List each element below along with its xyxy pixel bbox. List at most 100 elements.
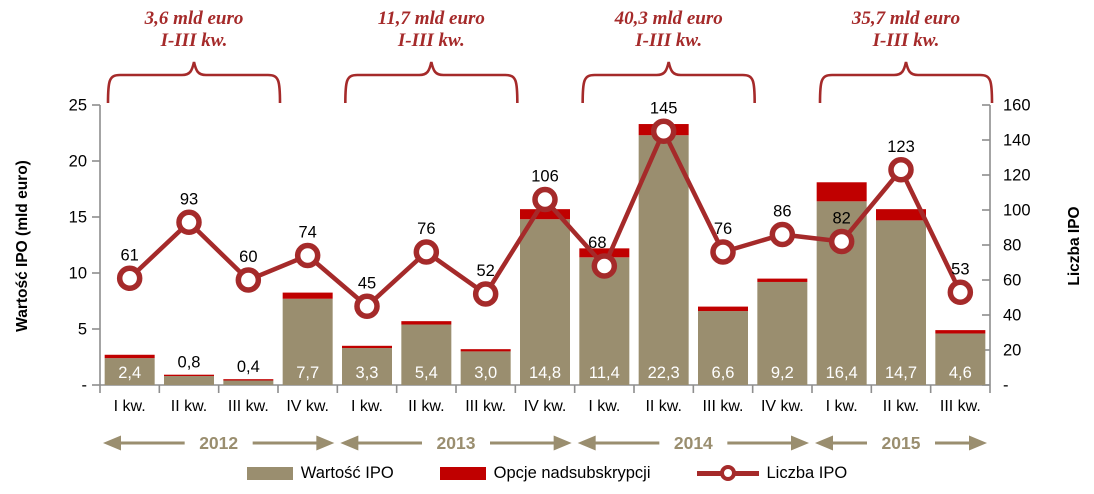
bar-wartosc-ipo (401, 324, 452, 385)
left-axis-tick-label: 10 (69, 265, 87, 283)
bar-value-label: 9,2 (771, 364, 794, 382)
line-value-label: 61 (120, 246, 138, 264)
bar-value-label: 16,4 (826, 364, 858, 382)
line-point-marker-icon (532, 186, 558, 213)
year-label: 2015 (882, 433, 921, 453)
bar-wartosc-ipo (460, 351, 511, 385)
line-value-label: 45 (358, 274, 376, 292)
x-tick-label: IV kw. (286, 398, 329, 415)
bar-wartosc-ipo (935, 333, 986, 385)
line-point-marker-icon (413, 239, 440, 265)
year-label: 2013 (437, 433, 476, 453)
bar-value-label: 6,6 (712, 364, 735, 382)
bar-wartosc-ipo (638, 135, 689, 385)
year-arrow-left-icon (340, 435, 359, 451)
bar-value-label: 2,4 (118, 364, 141, 382)
x-tick-label: II kw. (171, 398, 207, 415)
line-point-marker-icon (472, 281, 499, 307)
legend-label-liczba: Liczba IPO (766, 463, 848, 482)
bar-value-label: 3,0 (474, 364, 497, 382)
line-point-marker-icon (354, 293, 380, 319)
right-axis-tick-label: 120 (1003, 167, 1031, 185)
annotation-brace-icon (344, 61, 519, 104)
x-tick-label: I kw. (588, 398, 620, 415)
bar-value-label: 11,4 (589, 364, 620, 382)
bar-segment-opcje-nadsubskrypcji (104, 354, 155, 359)
line-value-label: 68 (588, 234, 606, 252)
bar-wartosc-ipo (104, 358, 155, 385)
x-tick-label: II kw. (645, 398, 681, 415)
left-axis-tick-label: 20 (69, 153, 87, 171)
x-tick-label: IV kw. (761, 398, 804, 415)
line-value-label: 82 (832, 210, 850, 228)
x-tick-label: I kw. (826, 398, 858, 415)
bar-segment-opcje-nadsubskrypcji (579, 248, 630, 258)
x-tick-label: III kw. (703, 398, 744, 415)
bar-value-label: 0,8 (178, 354, 201, 372)
annotation-period-label: I-III kw. (397, 30, 465, 51)
bar-segment-opcje-nadsubskrypcji (164, 374, 214, 377)
bar-value-label: 7,7 (296, 364, 319, 382)
bar-wartosc-ipo (282, 298, 333, 385)
line-value-label: 60 (239, 248, 257, 266)
annotation-period-label: I-III kw. (160, 30, 228, 51)
bar-value-label: 22,3 (648, 364, 680, 382)
bar-wartosc-ipo (520, 219, 570, 385)
annotation-period-label: I-III kw. (634, 30, 702, 51)
x-tick-label: I kw. (114, 398, 146, 415)
x-tick-label: II kw. (883, 398, 919, 415)
legend-swatch-overallotment-icon (439, 466, 486, 480)
year-arrow-right-icon (969, 435, 987, 451)
left-axis-tick-label: 15 (69, 209, 87, 227)
annotation-brace-icon (818, 61, 994, 104)
legend-item-wartosc: Wartość IPO (246, 464, 394, 483)
bar-segment-opcje-nadsubskrypcji (520, 209, 570, 220)
legend-item-opcje: Opcje nadsubskrypcji (439, 464, 651, 483)
line-value-label: 76 (714, 220, 732, 238)
left-axis-tick-label: 25 (69, 97, 87, 115)
right-axis-tick-label: 100 (1003, 202, 1031, 220)
right-axis-tick-label: 140 (1003, 132, 1031, 150)
bar-wartosc-ipo (757, 281, 808, 385)
bar-segment-opcje-nadsubskrypcji (757, 278, 808, 282)
x-tick-label: I kw. (351, 398, 383, 415)
bar-wartosc-ipo (342, 348, 392, 385)
line-value-label: 86 (773, 203, 791, 221)
left-axis-title: Wartość IPO (mld euro) (14, 160, 31, 332)
bar-value-label: 5,4 (415, 364, 438, 382)
bar-segment-opcje-nadsubskrypcji (876, 209, 926, 221)
year-label: 2014 (674, 433, 713, 453)
year-arrow-left-icon (103, 435, 121, 451)
bar-value-label: 14,7 (885, 364, 917, 382)
legend-circle-marker-icon (719, 465, 736, 481)
annotation-value-label: 40,3 mld euro (614, 8, 723, 29)
bar-value-label: 3,3 (356, 364, 379, 382)
x-tick-label: III kw. (465, 398, 506, 415)
right-axis-tick-label: 40 (1003, 307, 1021, 325)
line-point-marker-icon (769, 221, 796, 248)
x-tick-label: IV kw. (524, 398, 567, 415)
legend: Wartość IPO Opcje nadsubskrypcji Liczba … (0, 458, 1094, 488)
line-value-label: 74 (298, 224, 316, 242)
line-point-marker-icon (294, 242, 321, 269)
line-point-marker-icon (176, 209, 202, 235)
line-point-marker-icon (888, 157, 914, 183)
right-axis-tick-label: 60 (1003, 272, 1021, 290)
line-value-label: 123 (887, 138, 915, 156)
bar-segment-opcje-nadsubskrypcji (401, 321, 452, 325)
line-value-label: 53 (951, 260, 969, 278)
legend-swatch-bar-icon (246, 466, 293, 480)
bar-segment-opcje-nadsubskrypcji (935, 330, 986, 334)
legend-item-liczba: Liczba IPO (696, 463, 848, 483)
line-point-marker-icon (828, 228, 855, 255)
legend-line-marker-icon (696, 464, 759, 482)
line-point-marker-icon (650, 118, 677, 144)
x-tick-label: II kw. (408, 398, 444, 415)
bar-segment-opcje-nadsubskrypcji (282, 292, 333, 299)
year-arrow-left-icon (577, 435, 596, 451)
year-arrow-left-icon (815, 435, 833, 451)
annotation-period-label: I-III kw. (872, 30, 940, 51)
line-value-label: 145 (650, 99, 678, 117)
